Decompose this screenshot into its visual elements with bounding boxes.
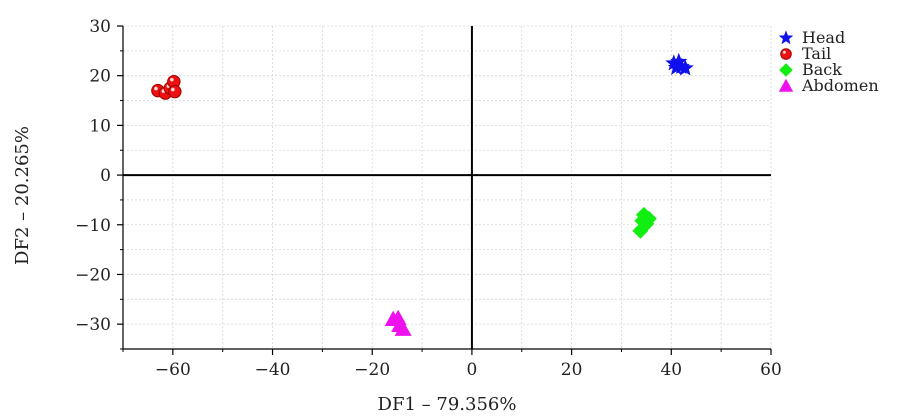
point-tail xyxy=(168,84,182,99)
x-axis-label: DF1 – 79.356% xyxy=(378,394,517,415)
legend-marker-tail xyxy=(780,48,792,60)
point-head xyxy=(670,52,688,70)
x-tick-label: 60 xyxy=(760,360,782,380)
x-tick-label: 40 xyxy=(660,360,682,380)
x-tick-label: −40 xyxy=(255,360,291,380)
legend-label-head: Head xyxy=(802,28,845,47)
zero-lines xyxy=(123,26,771,349)
y-tick-label: 20 xyxy=(89,67,111,87)
y-axis-label: DF2 – 20.265% xyxy=(12,126,33,265)
y-tick-label: 10 xyxy=(89,116,111,136)
x-tick-label: 0 xyxy=(467,360,478,380)
x-tick-label: 20 xyxy=(561,360,583,380)
x-tick-label: −20 xyxy=(354,360,390,380)
data-points xyxy=(151,52,694,336)
point-tail-highlight xyxy=(154,86,158,91)
legend-marker-head xyxy=(778,30,794,45)
point-head xyxy=(676,59,694,76)
point-back xyxy=(638,215,655,232)
x-tick-label: −60 xyxy=(155,360,191,380)
y-tick-label: 30 xyxy=(89,17,111,37)
legend-marker-back xyxy=(779,63,793,77)
y-tick-label: −10 xyxy=(75,216,111,236)
legend-marker-abdomen xyxy=(778,78,794,92)
point-abdomen xyxy=(394,320,412,336)
legend-marker-tail-highlight xyxy=(782,50,786,54)
y-tick-label: 0 xyxy=(100,166,111,186)
grid xyxy=(122,25,772,350)
y-tick-label: −20 xyxy=(75,265,111,285)
point-tail-highlight xyxy=(170,77,174,82)
legend-label-back: Back xyxy=(802,60,842,79)
axes: −60 −40 −20 0 20 40 60 −30 −20 −10 0 10 20 30 xyxy=(75,17,782,380)
point-abdomen xyxy=(389,309,407,325)
point-tail-highlight xyxy=(171,87,175,92)
legend-label-abdomen: Abdomen xyxy=(801,76,879,95)
legend-label-tail: Tail xyxy=(802,44,831,63)
point-head xyxy=(665,54,683,71)
y-tick-label: −30 xyxy=(75,315,111,335)
point-head xyxy=(667,58,685,76)
